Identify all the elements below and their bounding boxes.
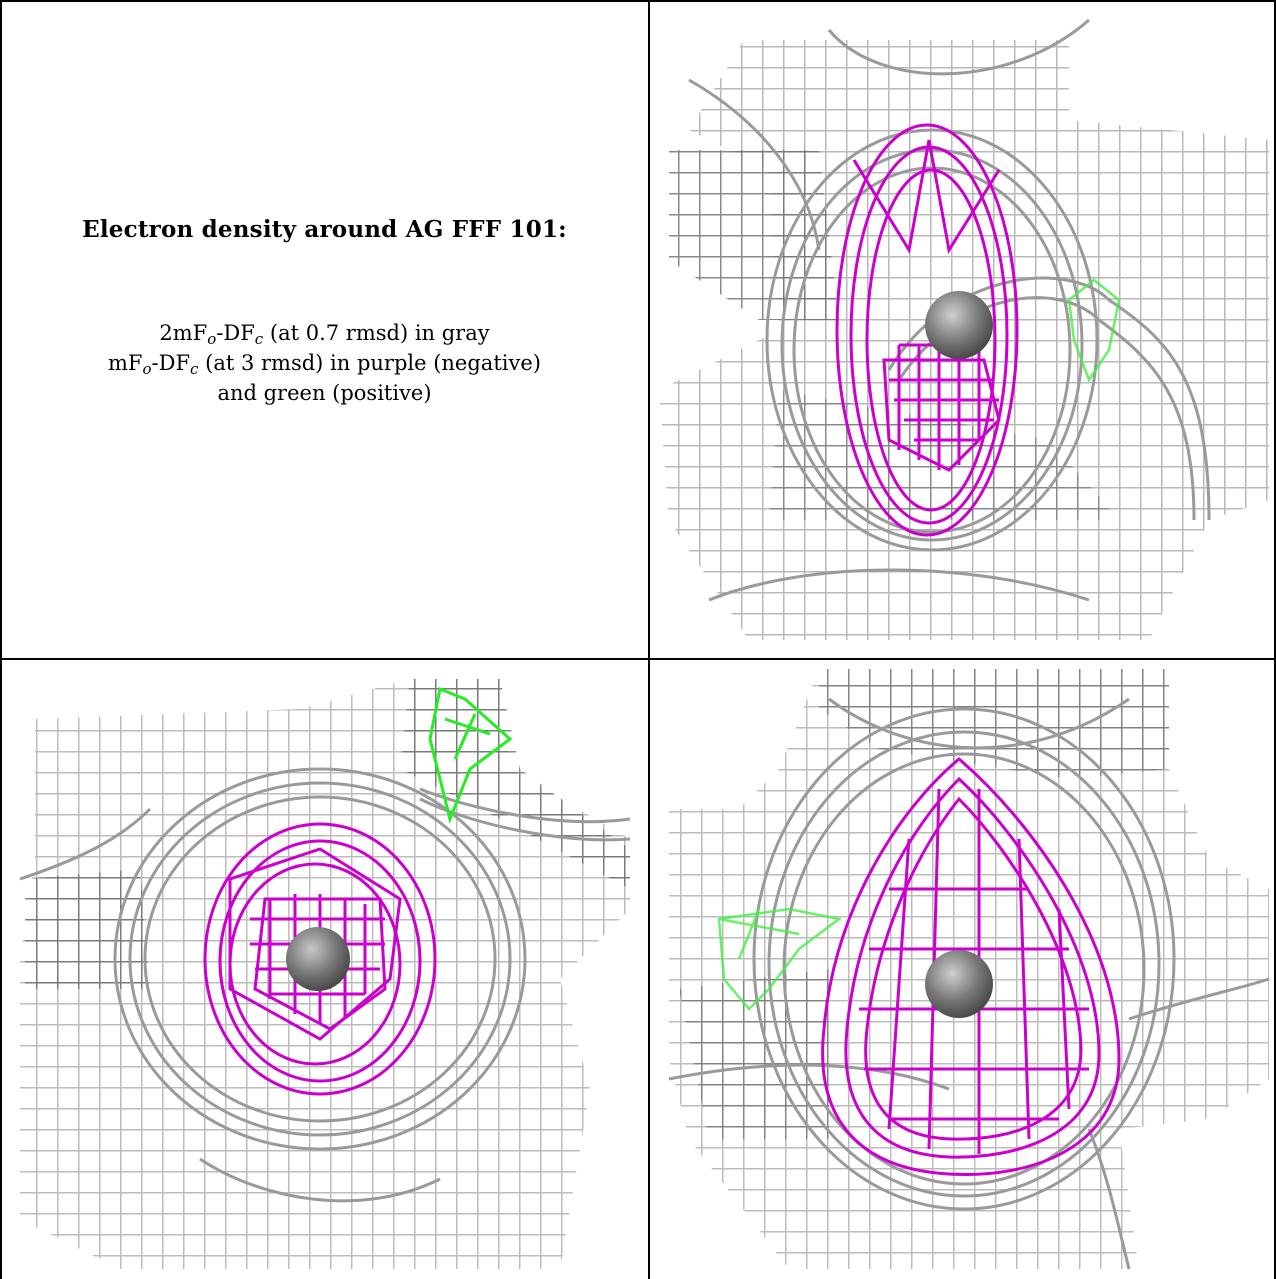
- positive-density-mesh: [1067, 278, 1121, 383]
- positive-density-mesh: [717, 907, 842, 1011]
- negative-density-mesh: [835, 123, 1019, 537]
- caption-panel: Electron density around AG FFF 101: 2mFo…: [0, 0, 649, 659]
- density-mesh-image: [19, 679, 631, 1269]
- density-mesh-image: [668, 669, 1270, 1270]
- figure-title: Electron density around AG FFF 101:: [82, 216, 567, 243]
- density-view-bottom-right: [649, 659, 1276, 1279]
- legend-line-positive: and green (positive): [217, 381, 432, 405]
- density-view-bottom-left: [0, 659, 649, 1279]
- frame-border-right: [1274, 0, 1276, 1279]
- atom-sphere: [925, 950, 993, 1018]
- atom-sphere: [286, 927, 350, 991]
- frame-border-left: [0, 0, 2, 1279]
- density-view-top-right: [649, 0, 1276, 659]
- positive-density-mesh: [428, 686, 513, 824]
- atom-sphere: [925, 291, 993, 359]
- legend-line-fofc: mFo-DFc (at 3 rmsd) in purple (negative): [108, 351, 541, 378]
- frame-border-top: [0, 0, 1276, 2]
- legend-line-2fofc: 2mFo-DFc (at 0.7 rmsd) in gray: [159, 321, 490, 348]
- figure-legend: 2mFo-DFc (at 0.7 rmsd) in gray mFo-DFc (…: [0, 318, 649, 408]
- frame-border-center: [0, 658, 1276, 660]
- density-mesh-image: [659, 18, 1269, 640]
- frame-border-middle: [648, 0, 650, 1279]
